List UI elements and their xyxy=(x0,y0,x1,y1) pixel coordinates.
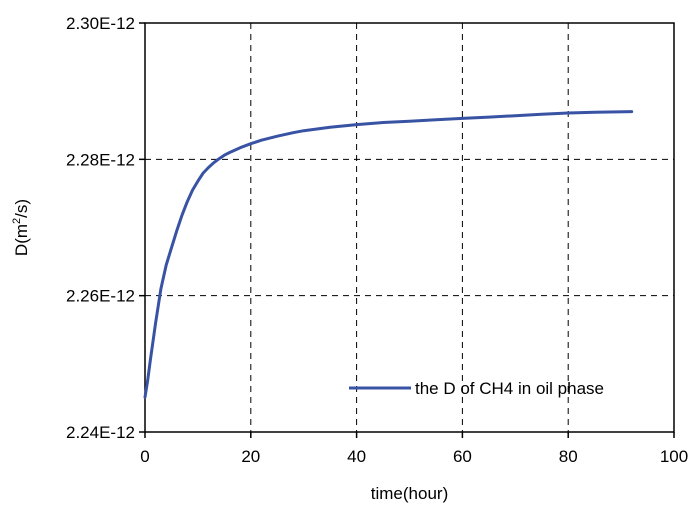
x-tick-label: 60 xyxy=(453,447,472,466)
x-tick-label: 20 xyxy=(241,447,260,466)
y-axis-label-prefix: D(m xyxy=(12,224,31,256)
y-tick-label: 2.30E-12 xyxy=(66,14,135,33)
y-axis-label-suffix: /s) xyxy=(12,199,31,218)
grid-lines xyxy=(145,23,674,432)
legend-label: the D of CH4 in oil phase xyxy=(415,379,604,398)
x-tick-label: 80 xyxy=(559,447,578,466)
y-tick-label: 2.28E-12 xyxy=(66,150,135,169)
series-lines xyxy=(143,110,634,399)
x-tick-label: 40 xyxy=(347,447,366,466)
series-line-0 xyxy=(143,110,634,399)
y-axis-label-superscript: 2 xyxy=(11,218,23,224)
y-tick-label: 2.24E-12 xyxy=(66,423,135,442)
x-tick-labels: 0 20 40 60 80 100 xyxy=(140,432,688,466)
x-tick-label: 100 xyxy=(660,447,688,466)
y-tick-labels: 2.24E-12 2.26E-12 2.28E-12 2.30E-12 xyxy=(66,14,145,442)
x-tick-label: 0 xyxy=(140,447,149,466)
y-axis-label: D(m2/s) xyxy=(11,199,31,256)
y-tick-label: 2.26E-12 xyxy=(66,287,135,306)
x-axis-label: time(hour) xyxy=(371,484,448,503)
plot-area-frame xyxy=(144,22,675,433)
legend: the D of CH4 in oil phase xyxy=(349,379,604,398)
